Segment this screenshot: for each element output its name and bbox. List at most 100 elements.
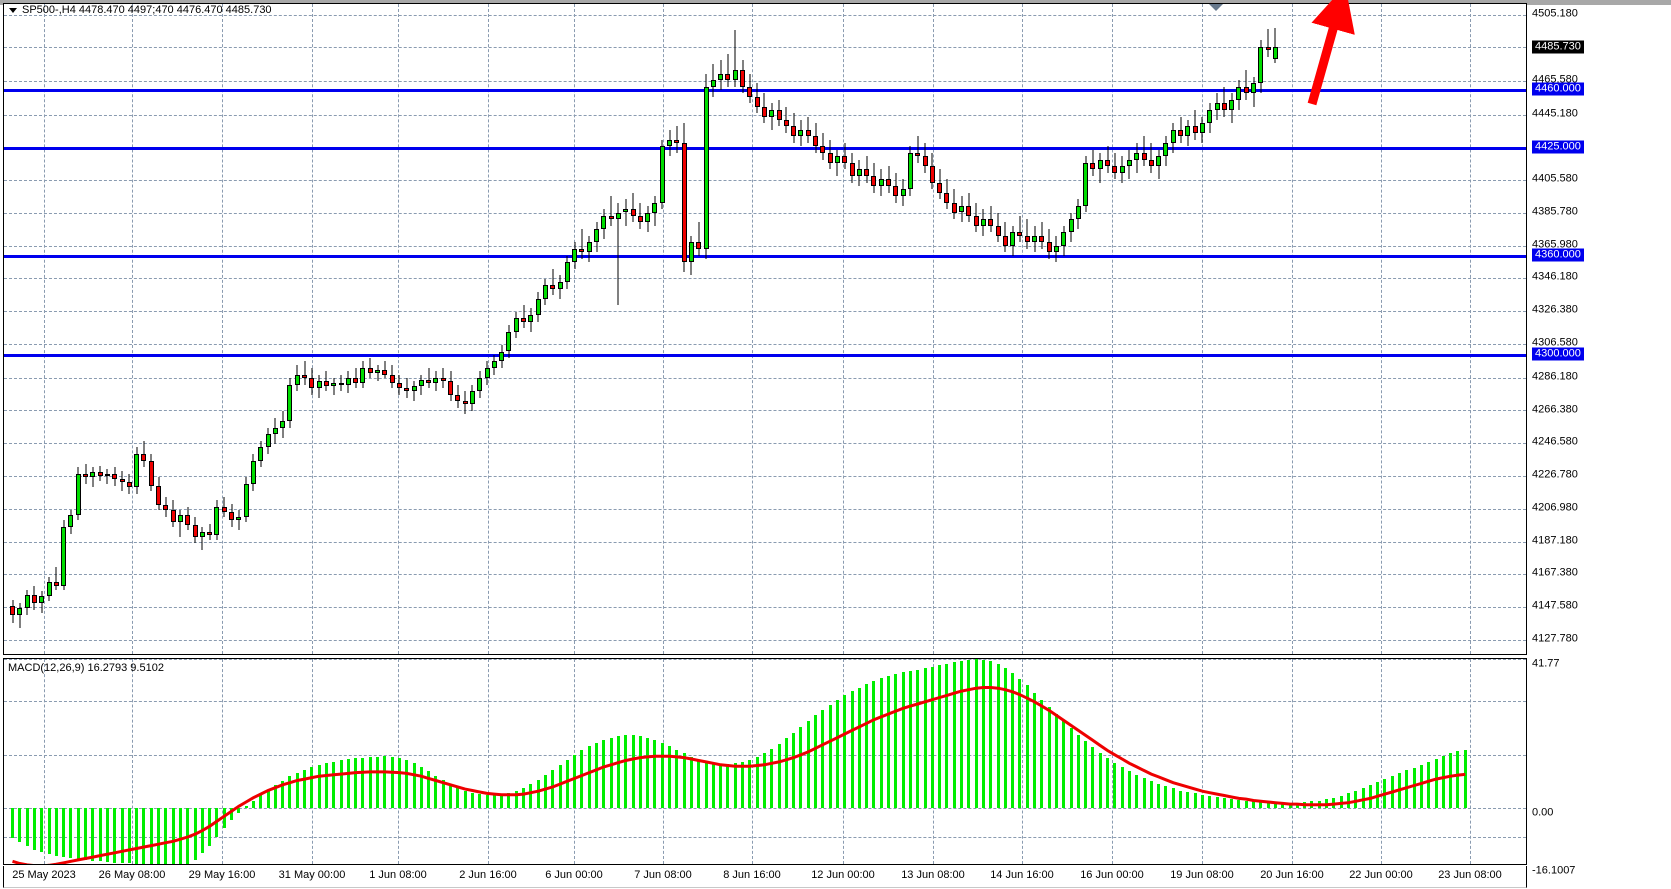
macd-histogram-bar xyxy=(792,732,796,809)
macd-histogram-bar xyxy=(835,699,839,809)
macd-histogram-bar xyxy=(434,775,438,809)
macd-histogram-bar xyxy=(784,738,788,809)
candlestick xyxy=(75,4,81,654)
candle-body-bullish xyxy=(586,242,592,253)
candlestick xyxy=(645,4,651,654)
candle-wick xyxy=(1026,219,1028,249)
candle-wick xyxy=(1245,70,1247,100)
candle-body-bullish xyxy=(732,70,738,81)
macd-histogram-bar xyxy=(244,806,248,809)
macd-histogram-bar xyxy=(324,763,328,809)
macd-histogram-bar xyxy=(638,736,642,809)
macd-histogram-bar xyxy=(843,695,847,809)
candlestick xyxy=(1105,4,1110,654)
candle-body-bullish xyxy=(557,282,563,289)
price-level-badge[interactable]: 4300.000 xyxy=(1532,347,1584,361)
time-scale[interactable]: 25 May 2023 26 May 08:00 29 May 16:00 31 Ma… xyxy=(3,866,1527,888)
price-axis-tick: 4286.180 xyxy=(1532,370,1578,383)
macd-histogram-bar xyxy=(755,756,759,809)
price-level-line[interactable] xyxy=(4,146,1526,150)
macd-histogram-bar xyxy=(536,779,540,809)
macd-plot-area[interactable] xyxy=(4,659,1526,864)
macd-histogram-bar xyxy=(492,794,496,809)
macd-histogram-bar xyxy=(383,756,387,809)
macd-histogram-bar xyxy=(317,765,321,809)
gridline-vertical xyxy=(1381,4,1382,654)
macd-histogram-bar xyxy=(1003,668,1007,809)
macd-histogram-bar xyxy=(157,808,160,864)
candlestick xyxy=(937,4,943,654)
macd-histogram-bar xyxy=(748,759,752,809)
candle-body-bearish xyxy=(462,401,468,405)
candlestick xyxy=(725,4,731,654)
candlestick xyxy=(696,4,702,654)
macd-histogram-bar xyxy=(303,769,306,809)
candlestick xyxy=(1148,4,1154,654)
macd-histogram-bar xyxy=(1266,801,1270,809)
macd-histogram-bar xyxy=(1069,728,1073,809)
candle-body-bearish xyxy=(1024,235,1030,243)
candle-body-bullish xyxy=(528,315,534,322)
candle-body-bullish xyxy=(834,156,840,163)
candle-wick xyxy=(377,364,378,382)
price-level-line[interactable] xyxy=(4,254,1526,258)
price-level-badge[interactable]: 4460.000 xyxy=(1532,82,1584,96)
time-axis-tick: 7 Jun 08:00 xyxy=(634,869,692,881)
price-level-line[interactable] xyxy=(4,353,1526,357)
price-axis-tick: 4405.580 xyxy=(1532,172,1578,185)
candlestick xyxy=(579,4,585,654)
candle-body-bearish xyxy=(455,394,461,402)
candlestick xyxy=(718,4,724,654)
candle-body-bullish xyxy=(703,86,709,249)
price-plot-area[interactable] xyxy=(4,4,1526,654)
candle-body-bullish xyxy=(535,298,541,316)
macd-histogram-bar xyxy=(18,808,22,843)
price-chart-panel[interactable] xyxy=(3,3,1527,655)
macd-histogram-bar xyxy=(514,790,518,809)
macd-histogram-bar xyxy=(704,761,708,809)
price-level-badge[interactable]: 4360.000 xyxy=(1532,248,1584,261)
candle-wick xyxy=(1041,222,1043,249)
macd-histogram-bar xyxy=(952,662,956,809)
macd-indicator-panel[interactable] xyxy=(3,658,1527,865)
macd-histogram-bar xyxy=(609,737,613,809)
candlestick xyxy=(411,4,417,654)
macd-histogram-bar xyxy=(25,808,29,847)
candlestick xyxy=(995,4,1001,654)
candle-body-bearish xyxy=(207,531,213,536)
candlestick xyxy=(83,4,88,654)
price-level-badge[interactable]: 4425.000 xyxy=(1532,140,1584,154)
price-axis-tick: 4445.180 xyxy=(1532,107,1578,120)
candle-body-bearish xyxy=(396,382,402,388)
price-level-line[interactable] xyxy=(4,89,1526,93)
candle-body-bullish xyxy=(645,212,651,223)
macd-histogram-bar xyxy=(1033,692,1036,809)
candlestick xyxy=(594,4,599,654)
candlestick xyxy=(659,4,665,654)
price-scale[interactable]: 4505.180 4485.730 4465.580 4460.000 4445.180… xyxy=(1528,3,1668,876)
candlestick xyxy=(1229,4,1235,654)
candlestick xyxy=(878,4,884,654)
macd-histogram-bar xyxy=(806,721,810,809)
macd-histogram-bar xyxy=(1346,793,1350,809)
candlestick xyxy=(104,4,110,654)
candle-body-bullish xyxy=(104,473,110,476)
macd-histogram-bar xyxy=(1025,685,1029,809)
candle-body-bullish xyxy=(477,377,483,392)
candle-body-bullish xyxy=(39,596,45,604)
window-top-scrollbar[interactable] xyxy=(0,0,1671,5)
macd-histogram-bar xyxy=(288,776,292,809)
macd-histogram-bar xyxy=(814,715,817,809)
candlestick xyxy=(710,4,716,654)
macd-histogram-bar xyxy=(894,673,898,809)
macd-histogram-bar xyxy=(602,739,606,809)
macd-histogram-bar xyxy=(1076,734,1080,809)
candle-wick xyxy=(807,116,809,143)
candlestick xyxy=(455,4,461,654)
candle-wick xyxy=(610,195,612,226)
macd-histogram-bar xyxy=(105,808,109,863)
last-price-badge[interactable]: 4485.730 xyxy=(1532,40,1584,53)
candle-body-bullish xyxy=(345,377,351,385)
candle-body-bullish xyxy=(1207,109,1213,124)
chevron-down-icon[interactable] xyxy=(9,8,17,13)
